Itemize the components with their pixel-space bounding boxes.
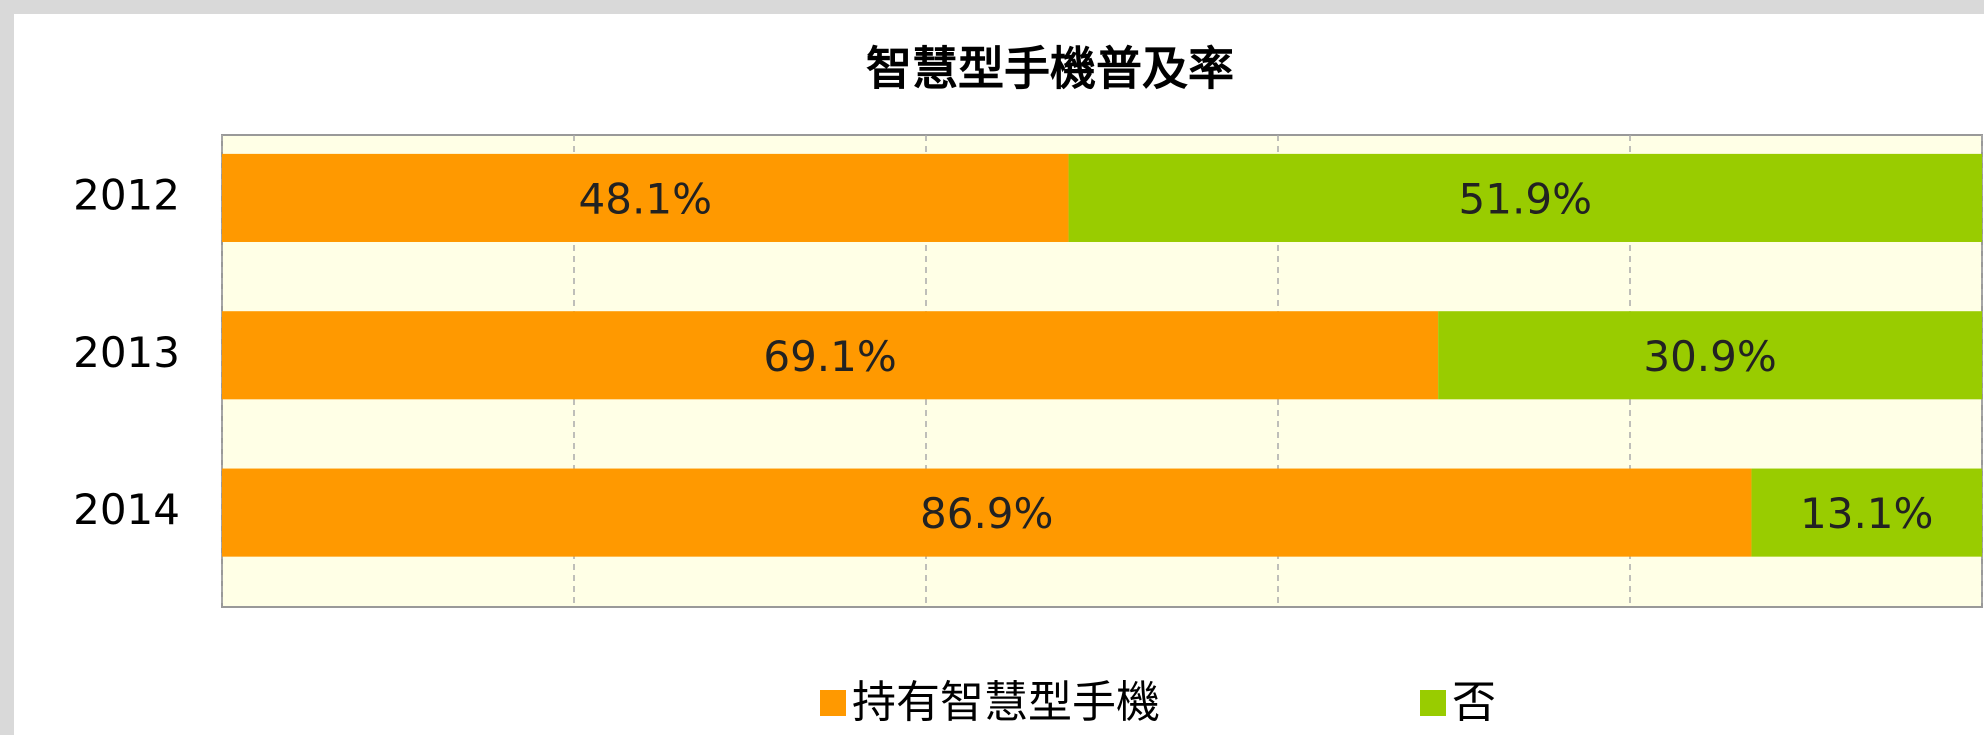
bar-segment xyxy=(1068,153,1982,242)
y-tick-label: 2012 xyxy=(73,170,180,219)
legend-label: 持有智慧型手機 xyxy=(852,677,1160,728)
bar-segment xyxy=(1438,311,1982,400)
data-label: 30.9% xyxy=(1643,332,1776,381)
data-label: 69.1% xyxy=(763,332,896,381)
data-label: 13.1% xyxy=(1800,489,1933,538)
legend-swatch xyxy=(820,690,846,716)
chart-title: 智慧型手機普及率 xyxy=(866,42,1234,96)
data-label: 48.1% xyxy=(579,174,712,223)
y-tick-label: 2013 xyxy=(73,328,180,377)
legend-label: 否 xyxy=(1452,677,1496,728)
data-label: 51.9% xyxy=(1459,174,1592,223)
y-tick-label: 2014 xyxy=(73,485,180,534)
bar-segment xyxy=(222,468,1752,557)
data-label: 86.9% xyxy=(920,489,1053,538)
bar-segment xyxy=(222,311,1439,400)
bar-segment xyxy=(222,153,1069,242)
bar-segment xyxy=(1751,468,1982,557)
legend-swatch xyxy=(1420,690,1446,716)
